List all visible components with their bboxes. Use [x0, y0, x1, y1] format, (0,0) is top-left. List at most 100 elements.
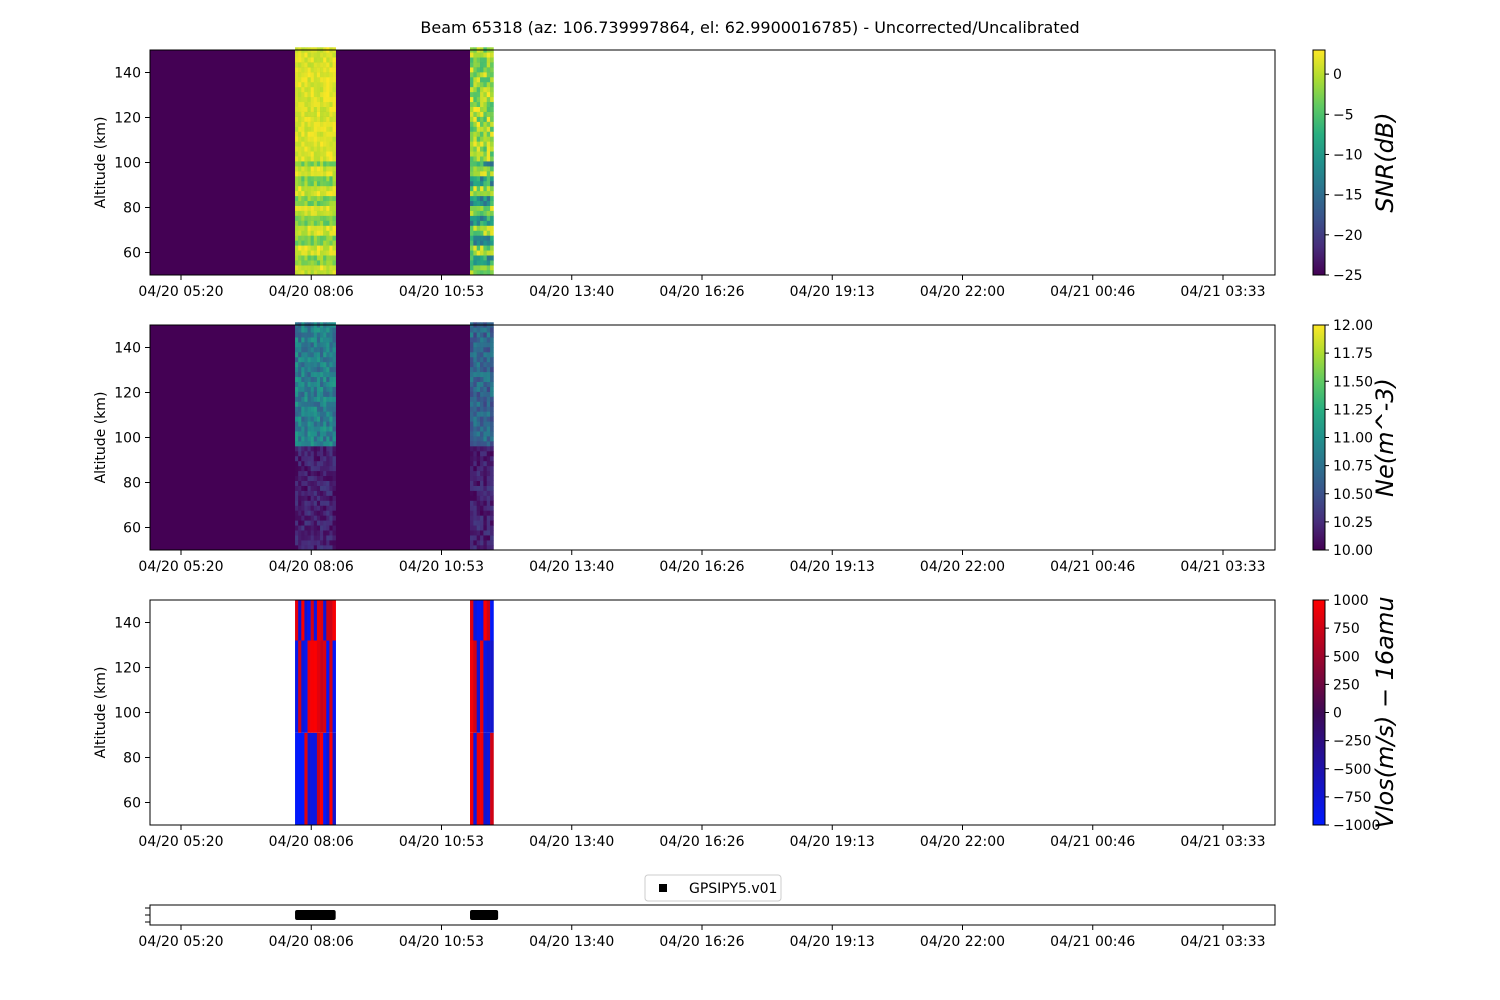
heatmap-cell — [329, 520, 333, 526]
heatmap-cell — [326, 640, 330, 733]
heatmap-cell — [313, 235, 318, 241]
heatmap-cell — [473, 480, 478, 486]
heatmap-cell — [316, 151, 321, 157]
heatmap-cell — [476, 67, 481, 73]
ytick-label: 140 — [114, 341, 141, 357]
heatmap-cell — [301, 255, 305, 261]
heatmap-cell — [329, 475, 333, 481]
heatmap-cell — [483, 131, 488, 137]
heatmap-cell — [301, 126, 305, 132]
heatmap-cell — [316, 480, 321, 486]
plot-area — [150, 600, 1275, 825]
heatmap-cell — [470, 332, 474, 338]
heatmap-cell — [323, 485, 327, 491]
heatmap-cell — [486, 215, 491, 221]
heatmap-cell — [476, 416, 481, 422]
heatmap-cell — [323, 600, 327, 641]
heatmap-cell — [332, 421, 336, 427]
heatmap-cell — [307, 515, 311, 521]
heatmap-cell — [295, 470, 299, 477]
heatmap-cell — [310, 171, 315, 177]
heatmap-cell — [332, 475, 336, 481]
heatmap-cell — [295, 441, 299, 447]
heatmap-cell — [476, 200, 481, 206]
heatmap-cell — [313, 260, 318, 266]
heatmap-cell — [310, 416, 315, 422]
heatmap-cell — [480, 381, 484, 387]
heatmap-cell — [323, 475, 327, 481]
heatmap-cell — [332, 77, 336, 83]
heatmap-cell — [304, 131, 308, 137]
heatmap-cell — [476, 485, 481, 491]
heatmap-cell — [313, 460, 318, 467]
heatmap-cell — [301, 490, 305, 496]
heatmap-cell — [332, 525, 336, 531]
heatmap-cell — [329, 131, 333, 137]
heatmap-cell — [316, 465, 321, 472]
heatmap-cell — [295, 545, 299, 551]
heatmap-cell — [304, 111, 308, 117]
heatmap-cell — [323, 151, 327, 157]
colorbar-tick-label: 10.25 — [1333, 515, 1373, 531]
heatmap-cell — [480, 96, 484, 103]
heatmap-cell — [298, 540, 302, 546]
heatmap-cell — [332, 376, 336, 382]
heatmap-cell — [490, 86, 494, 93]
heatmap-cell — [470, 121, 474, 127]
heatmap-cell — [326, 460, 330, 467]
heatmap-cell — [486, 111, 491, 117]
heatmap-cell — [301, 215, 305, 221]
heatmap-cell — [307, 366, 311, 373]
heatmap-cell — [326, 171, 330, 177]
heatmap-cell — [298, 111, 302, 117]
heatmap-cell — [480, 161, 484, 167]
heatmap-cell — [301, 81, 305, 88]
heatmap-cell — [316, 156, 321, 162]
heatmap-cell — [329, 185, 333, 192]
heatmap-cell — [490, 460, 494, 467]
heatmap-cell — [304, 515, 308, 521]
heatmap-cell — [298, 480, 302, 486]
heatmap-cell — [320, 200, 324, 206]
heatmap-cell — [320, 126, 324, 132]
heatmap-cell — [301, 391, 305, 397]
heatmap-cell — [307, 431, 311, 437]
heatmap-cell — [470, 245, 474, 251]
heatmap-cell — [313, 545, 318, 551]
heatmap-cell — [323, 57, 327, 63]
heatmap-cell — [480, 195, 484, 202]
heatmap-cell — [310, 505, 315, 511]
heatmap-cell — [473, 396, 478, 402]
heatmap-cell — [301, 347, 305, 353]
heatmap-cell — [332, 171, 336, 177]
heatmap-cell — [476, 270, 481, 276]
heatmap-cell — [476, 376, 481, 382]
heatmap-cell — [310, 126, 315, 132]
heatmap-cell — [480, 421, 484, 427]
heatmap-cell — [480, 156, 484, 162]
heatmap-cell — [490, 131, 494, 137]
heatmap-cell — [298, 376, 302, 382]
heatmap-cell — [320, 446, 324, 452]
heatmap-cell — [323, 210, 327, 216]
heatmap-cell — [470, 465, 474, 472]
heatmap-cell — [320, 500, 324, 506]
timeline-xtick-label: 04/20 13:40 — [529, 934, 614, 950]
heatmap-cell — [329, 86, 333, 93]
heatmap-cell — [490, 530, 494, 536]
heatmap-cell — [301, 386, 305, 392]
heatmap-cell — [310, 386, 315, 392]
heatmap-cell — [310, 141, 315, 147]
heatmap-cell — [486, 376, 491, 382]
heatmap-cell — [332, 460, 336, 467]
heatmap-cell — [320, 495, 324, 501]
heatmap-cell — [332, 515, 336, 521]
heatmap-cell — [470, 200, 474, 206]
heatmap-cell — [316, 180, 321, 187]
heatmap-cell — [326, 260, 330, 266]
heatmap-cell — [310, 260, 315, 266]
heatmap-cell — [476, 480, 481, 486]
heatmap-cell — [490, 81, 494, 88]
heatmap-cell — [486, 361, 491, 368]
heatmap-cell — [332, 381, 336, 387]
